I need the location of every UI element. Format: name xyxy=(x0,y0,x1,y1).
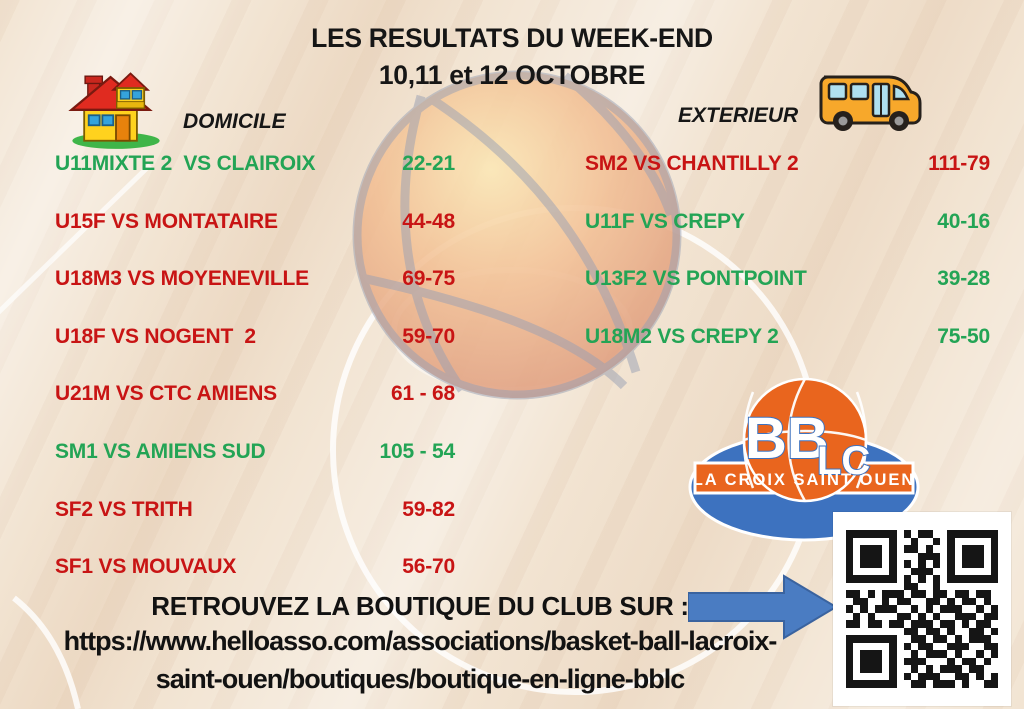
match-score: 59-70 xyxy=(402,324,455,348)
result-row: U18M3 VS MOYENEVILLE 69-75 xyxy=(55,267,455,325)
match-label: U18M3 VS MOYENEVILLE xyxy=(55,267,309,291)
shop-url-line1: https://www.helloasso.com/associations/b… xyxy=(63,626,778,656)
home-column-label: DOMICILE xyxy=(183,110,286,133)
result-row: U21M VS CTC AMIENS 61 - 68 xyxy=(55,382,455,440)
match-score: 22-21 xyxy=(402,152,455,175)
match-score: 39-28 xyxy=(937,267,990,291)
result-row: U11MIXTE 2 VS CLAIROIX 22-21 xyxy=(55,152,455,210)
title-block: LES RESULTATS DU WEEK-END 10,11 et 12 OC… xyxy=(0,20,1024,94)
result-row: SF2 VS TRITH 59-82 xyxy=(55,498,455,556)
arrow-right-icon xyxy=(687,574,838,640)
result-row: U15F VS MONTATAIRE 44-48 xyxy=(55,210,455,268)
match-score: 40-16 xyxy=(937,209,990,233)
house-icon xyxy=(66,52,166,154)
result-row: U11F VS CREPY 40-16 xyxy=(585,210,990,268)
away-results-list: SM2 VS CHANTILLY 2 111-79 U11F VS CREPY 40-… xyxy=(585,152,990,382)
shop-heading: RETROUVEZ LA BOUTIQUE DU CLUB SUR : xyxy=(151,591,689,621)
result-row: U18F VS NOGENT 2 59-70 xyxy=(55,325,455,383)
logo-banner-text: LA CROIX SAINT OUEN xyxy=(693,471,916,489)
match-score: 59-82 xyxy=(402,497,455,521)
logo-text-main: BB xyxy=(745,406,829,471)
shop-url-line2: saint-ouen/boutiques/boutique-en-ligne-b… xyxy=(155,664,685,694)
result-row: SM2 VS CHANTILLY 2 111-79 xyxy=(585,152,990,210)
result-row: U18M2 VS CREPY 2 75-50 xyxy=(585,325,990,383)
logo-basketball xyxy=(742,377,868,503)
poster-title: LES RESULTATS DU WEEK-END xyxy=(311,23,713,53)
match-score: 44-48 xyxy=(402,209,455,233)
match-score: 69-75 xyxy=(402,267,455,291)
basketball-image xyxy=(352,70,682,400)
match-score: 75-50 xyxy=(937,324,990,348)
match-label: SF2 VS TRITH xyxy=(55,497,193,521)
match-label: U13F2 VS PONTPOINT xyxy=(585,267,807,291)
match-label: SF1 VS MOUVAUX xyxy=(55,555,237,579)
poster-date: 10,11 et 12 OCTOBRE xyxy=(378,60,646,90)
match-score: 105 - 54 xyxy=(379,439,456,463)
qr-code-grid xyxy=(846,530,998,688)
match-label: SM2 VS CHANTILLY 2 xyxy=(585,152,799,175)
shop-promo: RETROUVEZ LA BOUTIQUE DU CLUB SUR : http… xyxy=(8,590,832,698)
match-score: 111-79 xyxy=(928,152,990,175)
match-score: 61 - 68 xyxy=(391,382,455,406)
logo-text-sub: LC xyxy=(817,439,870,483)
match-label: U11F VS CREPY xyxy=(585,209,745,233)
club-logo: BB LC LA CROIX SAINT OUEN xyxy=(683,368,925,542)
home-results-list: U11MIXTE 2 VS CLAIROIX 22-21 U15F VS MONTA… xyxy=(55,152,455,613)
match-label: U18F VS NOGENT 2 xyxy=(55,324,256,348)
match-label: U18M2 VS CREPY 2 xyxy=(585,324,779,348)
match-label: U15F VS MONTATAIRE xyxy=(55,209,278,233)
match-score: 56-70 xyxy=(402,555,455,579)
match-label: U11MIXTE 2 VS CLAIROIX xyxy=(55,152,316,175)
qr-code xyxy=(833,512,1011,706)
result-row: SM1 VS AMIENS SUD 105 - 54 xyxy=(55,440,455,498)
away-column-label: EXTERIEUR xyxy=(678,104,799,127)
match-label: SM1 VS AMIENS SUD xyxy=(55,439,266,463)
bus-icon xyxy=(816,52,931,144)
result-row: U13F2 VS PONTPOINT 39-28 xyxy=(585,267,990,325)
match-label: U21M VS CTC AMIENS xyxy=(55,382,277,406)
result-row: SF1 VS MOUVAUX 56-70 xyxy=(55,555,455,613)
